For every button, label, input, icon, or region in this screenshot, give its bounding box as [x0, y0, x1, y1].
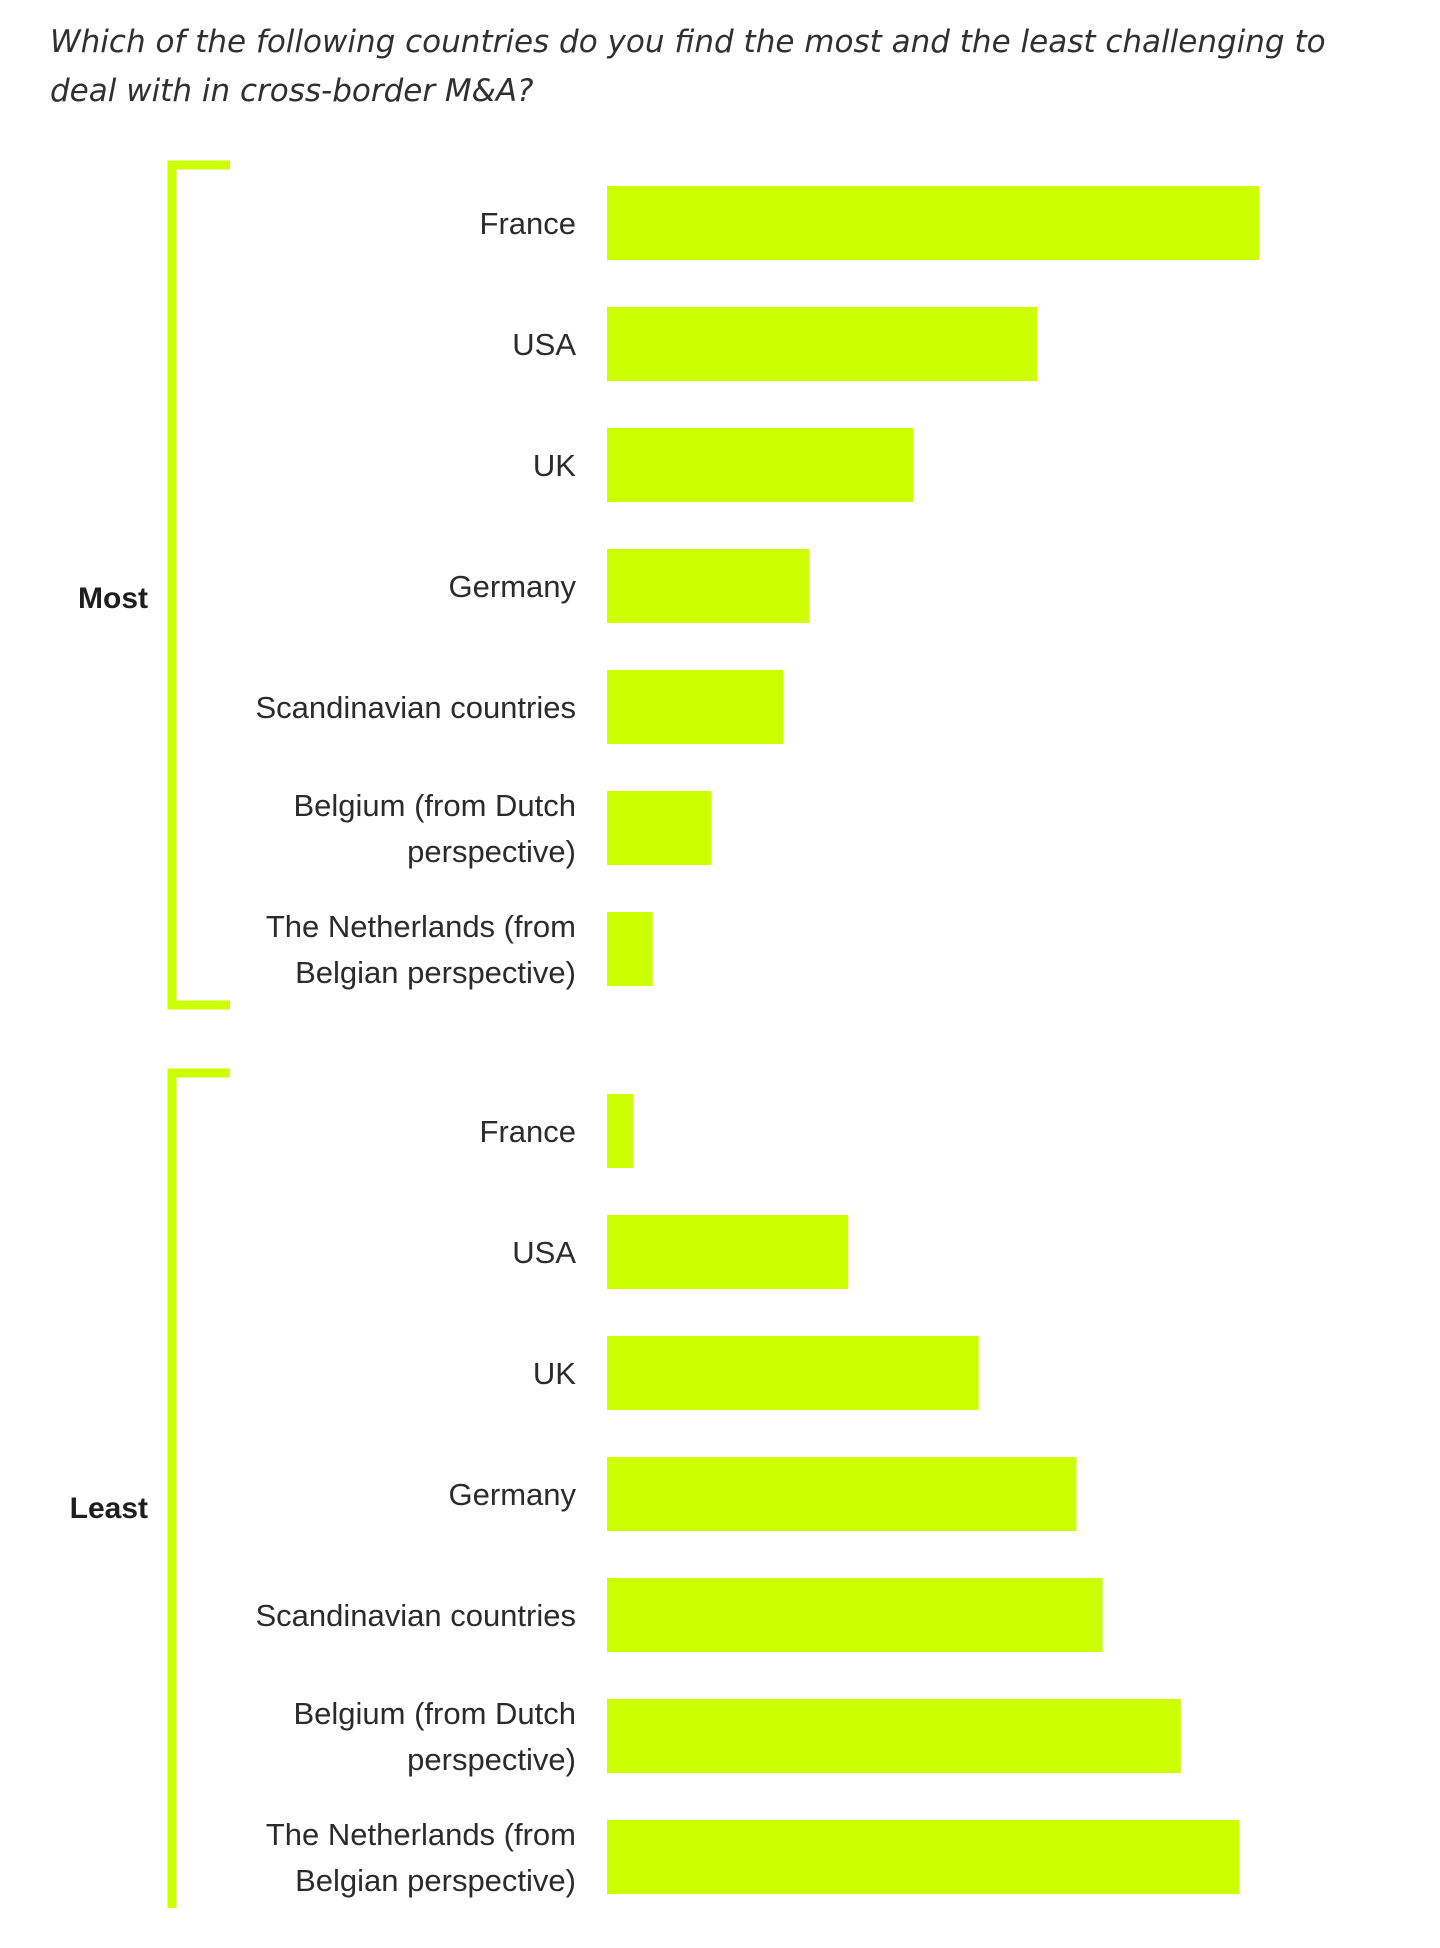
category-label: perspective) — [407, 834, 576, 869]
bar — [607, 670, 784, 744]
category-label: Germany — [449, 569, 577, 604]
bar — [607, 307, 1038, 381]
group-bracket — [167, 160, 230, 1010]
category-label: perspective) — [407, 1742, 576, 1777]
category-label: The Netherlands (from — [266, 1817, 576, 1852]
category-label: Belgian perspective) — [295, 955, 576, 990]
bar — [607, 791, 712, 865]
category-label: Scandinavian countries — [255, 1598, 576, 1633]
bar — [607, 1215, 849, 1289]
category-label: France — [480, 1114, 576, 1149]
question-text: Which of the following countries do you … — [50, 24, 1326, 109]
group-most: Most France USA UK Germany Scandinavian count… — [78, 160, 1259, 1010]
category-label: Belgium (from Dutch — [293, 788, 576, 823]
bar — [607, 428, 914, 502]
bar — [607, 912, 653, 986]
bar — [607, 1578, 1103, 1652]
category-label: Germany — [449, 1477, 577, 1512]
category-label: Belgian perspective) — [295, 1863, 576, 1898]
bar — [607, 1457, 1077, 1531]
bar — [607, 186, 1259, 260]
category-label: Scandinavian countries — [255, 690, 576, 725]
group-label: Least — [70, 1492, 148, 1525]
bar — [607, 1820, 1240, 1894]
bar — [607, 549, 810, 623]
category-label: UK — [533, 448, 576, 483]
group-label: Most — [78, 582, 148, 615]
bar — [607, 1094, 634, 1168]
group-least: Least France USA UK Germany Scandinavian coun… — [70, 1068, 1240, 1908]
bar — [607, 1336, 979, 1410]
category-label: Belgium (from Dutch — [293, 1696, 576, 1731]
category-label: The Netherlands (from — [266, 909, 576, 944]
category-label: USA — [512, 327, 576, 362]
bar — [607, 1699, 1181, 1773]
category-label: France — [480, 206, 576, 241]
group-bracket — [167, 1068, 230, 1908]
category-label: USA — [512, 1235, 576, 1270]
category-label: UK — [533, 1356, 576, 1391]
